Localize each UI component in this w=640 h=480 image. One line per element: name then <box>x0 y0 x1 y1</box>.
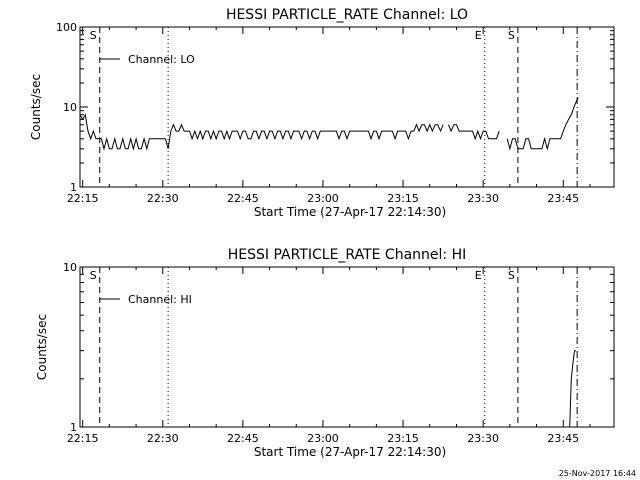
x-tick-label: 22:30 <box>147 432 179 445</box>
chart-panels: HESSI PARTICLE_RATE Channel: LO 22:15 22:3… <box>29 7 615 459</box>
series-line <box>79 113 444 151</box>
x-tick-label: 22:15 <box>67 192 99 205</box>
y-axis-label: Counts/sec <box>29 74 43 140</box>
y-axis-label: Counts/sec <box>35 314 49 380</box>
plot-frame <box>79 266 615 428</box>
y-tick-label: 10 <box>63 101 77 114</box>
x-tick-label: 23:00 <box>307 432 339 445</box>
x-tick-label: 22:15 <box>67 432 99 445</box>
x-axis-label: Start Time (27-Apr-17 22:14:30) <box>254 445 446 459</box>
plot-frame <box>79 26 615 188</box>
x-tick-label: 23:45 <box>547 192 579 205</box>
chart-panel-2: HESSI PARTICLE_RATE Channel: HI 22:15 22:3… <box>35 247 615 459</box>
x-tick-label: 23:15 <box>387 432 419 445</box>
legend-label: Channel: HI <box>128 293 192 306</box>
x-tick-label: 22:45 <box>227 432 259 445</box>
event-marker-label: E <box>475 269 482 282</box>
series-line <box>506 97 579 151</box>
chart-title: HESSI PARTICLE_RATE Channel: HI <box>228 247 466 263</box>
event-marker-label: E <box>475 29 482 42</box>
chart-title: HESSI PARTICLE_RATE Channel: LO <box>226 7 468 23</box>
legend-label: Channel: LO <box>128 53 195 66</box>
y-tick-label: 1 <box>70 421 77 434</box>
x-tick-label: 23:15 <box>387 192 419 205</box>
series-line <box>569 350 577 428</box>
x-tick-label: 23:30 <box>467 432 499 445</box>
x-tick-label: 23:00 <box>307 192 339 205</box>
y-tick-label: 100 <box>56 21 77 34</box>
x-tick-label: 23:45 <box>547 432 579 445</box>
x-tick-label: 23:30 <box>467 192 499 205</box>
x-axis-label: Start Time (27-Apr-17 22:14:30) <box>254 205 446 219</box>
x-tick-label: 22:45 <box>227 192 259 205</box>
event-marker-label: S <box>508 269 515 282</box>
footer-date: 25-Nov-2017 16:44 <box>559 469 636 478</box>
y-tick-label: 1 <box>70 181 77 194</box>
series-line <box>448 124 500 141</box>
event-marker-label: S <box>90 269 97 282</box>
event-marker-label: S <box>90 29 97 42</box>
x-tick-label: 22:30 <box>147 192 179 205</box>
event-marker-label: S <box>508 29 515 42</box>
chart-panel-1: HESSI PARTICLE_RATE Channel: LO 22:15 22:3… <box>29 7 615 219</box>
y-tick-label: 10 <box>63 261 77 274</box>
